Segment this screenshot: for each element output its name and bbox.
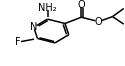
Text: O: O [95, 17, 102, 27]
Text: NH₂: NH₂ [38, 3, 57, 13]
Text: N: N [30, 22, 38, 32]
Text: F: F [15, 37, 20, 47]
Text: O: O [78, 0, 85, 10]
